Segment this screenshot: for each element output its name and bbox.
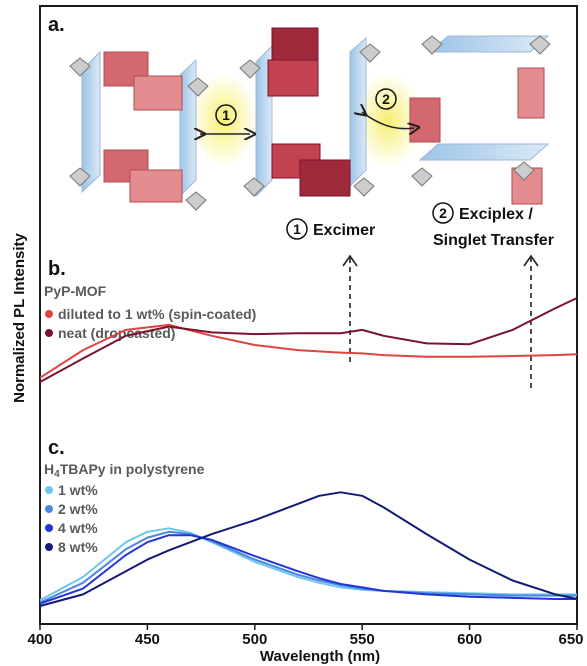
annotation-2-line1: Exciplex /	[459, 206, 533, 223]
x-tick-label-5: 650	[558, 631, 583, 648]
mof-cage-middle	[239, 27, 381, 198]
x-axis-ticks: 400 450 500 550 600 650	[27, 624, 584, 648]
panel-b-series-group	[39, 297, 578, 383]
mof-cage-left	[69, 50, 209, 211]
legend-c-marker-2	[45, 524, 53, 532]
series-line-b-1	[39, 297, 578, 383]
legend-c-marker-1	[45, 505, 53, 513]
exciplex-transfer-arrow	[362, 112, 414, 129]
x-tick-label-2: 500	[242, 631, 267, 648]
annotation-2-circle	[432, 202, 454, 224]
legend-c-marker-0	[45, 486, 53, 494]
legend-b-label-0: diluted to 1 wt% (spin-coated)	[58, 306, 256, 322]
panel-a-label: a.	[48, 14, 65, 36]
mof-cage-right	[409, 35, 551, 205]
legend-c-label-1: 2 wt%	[58, 501, 98, 517]
x-axis-label: Wavelength (nm)	[260, 648, 380, 665]
x-tick-label-1: 450	[135, 631, 160, 648]
annotation-2-number: 2	[439, 205, 447, 221]
path-marker-2-circle	[375, 88, 397, 110]
x-tick-label-0: 400	[27, 631, 52, 648]
annotation-1-number: 1	[293, 221, 301, 237]
panel-c-series-group	[39, 491, 578, 607]
legend-c-marker-3	[45, 543, 53, 551]
legend-c-label-0: 1 wt%	[58, 482, 98, 498]
panel-c-label: c.	[48, 437, 65, 459]
legend-b-marker-0	[45, 310, 53, 318]
series-line-b-0	[39, 323, 578, 379]
y-axis-label: Normalized PL Intensity	[11, 232, 28, 402]
excimer-glow	[190, 72, 258, 168]
legend-b-label-1: neat (dropcasted)	[58, 325, 175, 341]
legend-c-label-2: 4 wt%	[58, 520, 98, 536]
series-line-c-2	[39, 534, 577, 605]
path-marker-2: 2	[382, 91, 390, 107]
panel-c-title-rest: TBAPy in polystyrene	[60, 461, 205, 477]
annotation-1-text: Excimer	[313, 222, 375, 239]
x-tick-label-4: 600	[457, 631, 482, 648]
series-line-c-0	[39, 527, 577, 602]
panel-c-title-sub: 4	[54, 469, 60, 480]
path-marker-1-circle	[215, 104, 237, 126]
excimer-arrowhead	[342, 254, 358, 267]
x-tick-label-3: 550	[350, 631, 375, 648]
legend-b-marker-1	[45, 329, 53, 337]
annotation-2-line2: Singlet Transfer	[433, 232, 554, 249]
panel-c-title: H4TBAPy in polystyrene	[44, 461, 205, 480]
panel-c-title-main: H	[44, 461, 54, 477]
exciplex-arrowhead	[523, 254, 539, 267]
annotation-1-circle	[286, 218, 308, 240]
panel-b-title: PyP-MOF	[44, 283, 107, 299]
legend-c-label-3: 8 wt%	[58, 539, 98, 555]
mof-illustration: 1 2	[69, 27, 551, 211]
series-line-c-1	[39, 530, 577, 604]
panel-b-label: b.	[48, 258, 66, 280]
series-line-c-3	[39, 491, 578, 607]
path-marker-1: 1	[222, 107, 230, 123]
plot-frame	[39, 5, 578, 625]
